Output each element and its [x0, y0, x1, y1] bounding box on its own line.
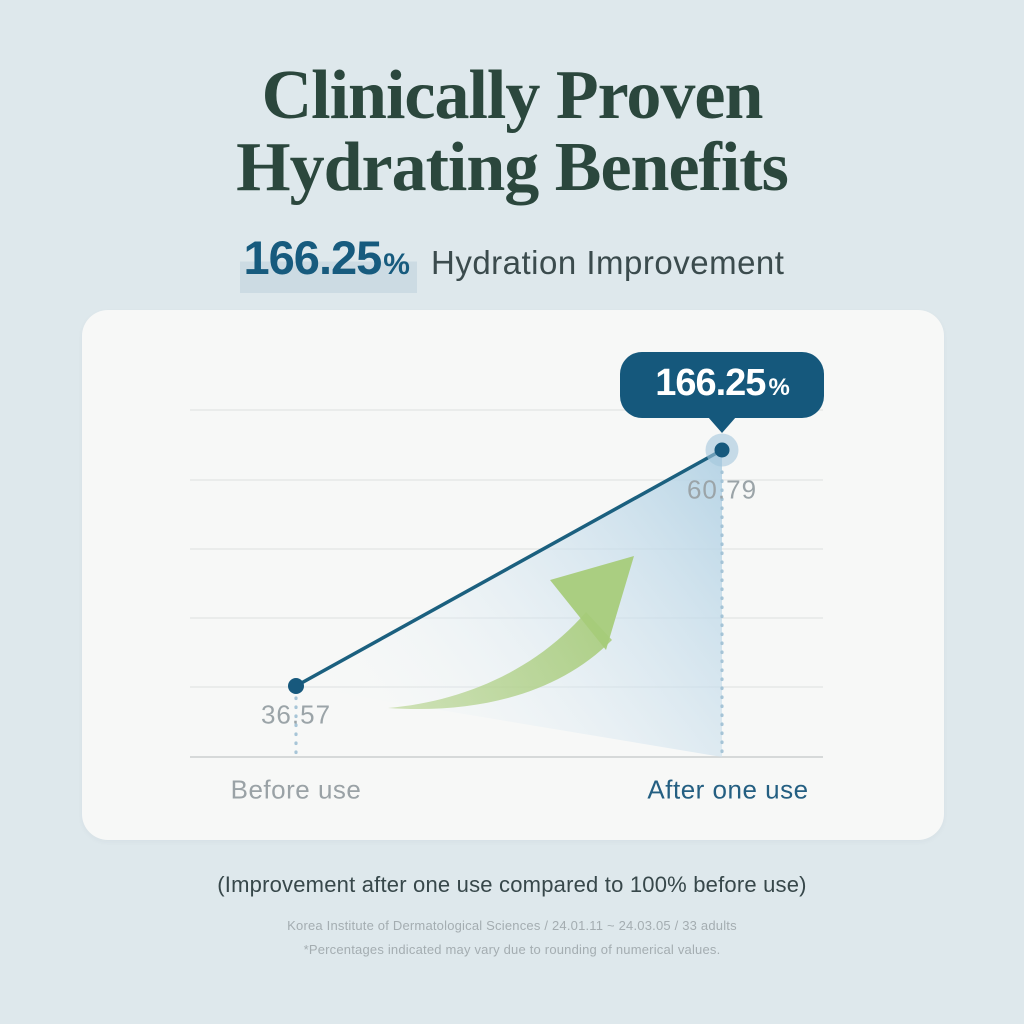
title-line-1: Clinically Proven	[261, 57, 764, 134]
stat-value: 166.25	[243, 231, 383, 284]
title-line-2: Hydrating Benefits	[236, 129, 789, 206]
x-label-before-use: Before use	[230, 774, 362, 805]
area-fill	[296, 450, 722, 757]
footnote-line-2: *Percentages indicated may vary due to r…	[303, 942, 721, 957]
footnote-line-1: Korea Institute of Dermatological Scienc…	[287, 918, 737, 933]
badge-percent-sign: %	[768, 374, 789, 401]
value-label-before: 36.57	[260, 699, 332, 730]
chart-canvas	[190, 409, 823, 758]
chart-card: 166.25 % 36.57 60.79 Before use After on…	[82, 310, 944, 840]
growth-arrow-icon	[388, 556, 634, 710]
stat-highlight: 166.25 %	[239, 230, 417, 293]
caption: (Improvement after one use compared to 1…	[217, 872, 807, 897]
before-point	[288, 678, 304, 694]
badge-value: 166.25	[655, 362, 766, 404]
value-label-after: 60.79	[686, 474, 758, 505]
page-title: Clinically Proven Hydrating Benefits	[0, 60, 1024, 204]
after-point	[714, 442, 730, 458]
x-label-after-one-use: After one use	[647, 774, 809, 805]
stat-percent-sign: %	[383, 248, 410, 281]
stat-label: Hydration Improvement	[430, 244, 785, 281]
growth-arrow-head	[550, 556, 634, 650]
trend-line	[294, 448, 724, 688]
subtitle-stat-row: 166.25 % Hydration Improvement	[0, 230, 1024, 293]
improvement-badge: 166.25 %	[620, 352, 824, 418]
